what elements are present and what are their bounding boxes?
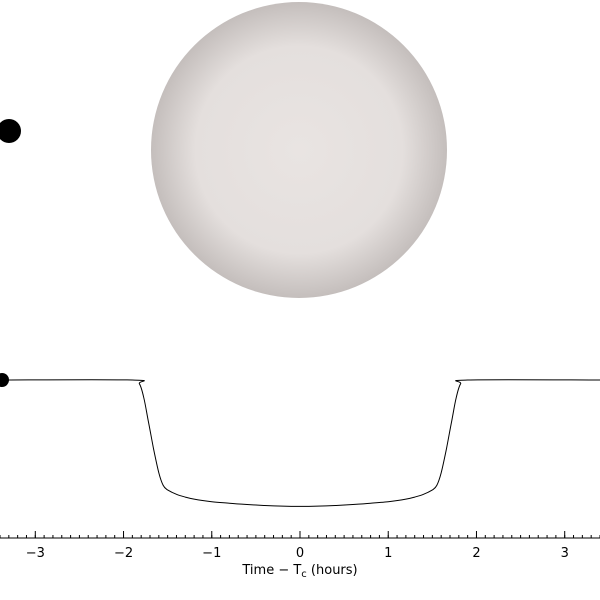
x-tick-label: 1 xyxy=(384,546,392,561)
light-curve-chart: −3 −2 −1 0 1 2 3 Time − Tc (hours) xyxy=(0,373,600,580)
transit-scene xyxy=(0,2,447,298)
x-tick-label: −3 xyxy=(26,546,45,561)
x-tick-label: 0 xyxy=(296,546,304,561)
current-time-marker xyxy=(0,373,9,387)
x-tick-label: −1 xyxy=(202,546,221,561)
planet-disk xyxy=(0,119,21,143)
x-tick-label: 2 xyxy=(472,546,480,561)
x-tick-label: 3 xyxy=(561,546,569,561)
x-tick-label: −2 xyxy=(114,546,133,561)
star-disk xyxy=(151,2,447,298)
x-axis-label: Time − Tc (hours) xyxy=(241,563,357,580)
x-minor-ticks xyxy=(0,535,600,538)
x-tick-labels: −3 −2 −1 0 1 2 3 xyxy=(26,546,569,561)
x-major-ticks xyxy=(34,531,566,538)
light-curve-line xyxy=(0,379,600,507)
